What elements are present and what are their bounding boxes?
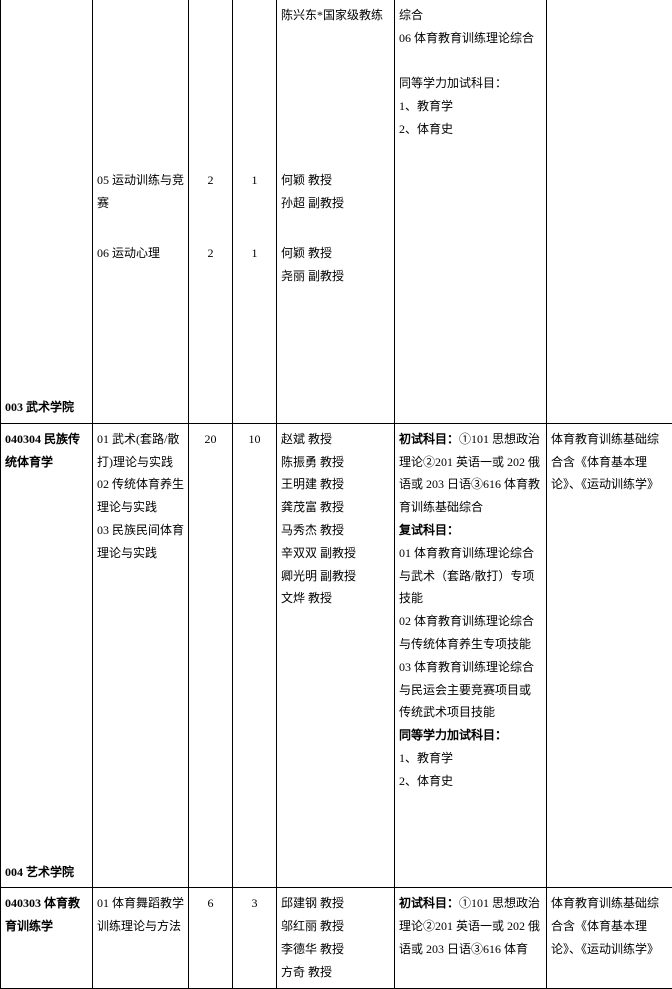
- cell-c4: 1: [233, 238, 277, 292]
- table-row: 06 运动心理21何颖 教授尧丽 副教授: [1, 238, 672, 292]
- cell-c7: [547, 392, 672, 423]
- cell-c3: 2: [189, 165, 233, 219]
- cell-c3: 6: [189, 888, 233, 988]
- cell-c3: [189, 0, 233, 145]
- spacer-row: [1, 797, 672, 857]
- cell-c6: 初试科目：①101 思想政治理论②201 英语一或 202 俄语或 203 日语…: [395, 423, 547, 796]
- cell-c4: 3: [233, 888, 277, 988]
- cell-c5: [277, 857, 395, 888]
- table-row: 05 运动训练与竞赛21何颖 教授孙超 副教授: [1, 165, 672, 219]
- cell-c4: 10: [233, 423, 277, 796]
- cell-c7: 体育教育训练基础综合含《体育基本理论》、《运动训练学》: [547, 423, 672, 796]
- cell-c4: [233, 392, 277, 423]
- cell-c3: [189, 857, 233, 888]
- spacer-row: [1, 292, 672, 352]
- cell-c6: [395, 392, 547, 423]
- cell-c2: [93, 0, 189, 145]
- cell-c1: 003 武术学院: [1, 392, 93, 423]
- cell-c7: [547, 0, 672, 145]
- cell-c6: 综合06 体育教育训练理论综合同等学力加试科目：1、教育学2、体育史: [395, 0, 547, 145]
- table-row: 陈兴东*国家级教练综合06 体育教育训练理论综合同等学力加试科目：1、教育学2、…: [1, 0, 672, 145]
- cell-c1: [1, 165, 93, 219]
- cell-c1: [1, 0, 93, 145]
- cell-c5: [277, 392, 395, 423]
- cell-c7: [547, 857, 672, 888]
- cell-c1: 040304 民族传统体育学: [1, 423, 93, 796]
- cell-c3: [189, 392, 233, 423]
- cell-c3: 2: [189, 238, 233, 292]
- spacer-row: [1, 218, 672, 238]
- cell-c1: [1, 238, 93, 292]
- cell-c2: 05 运动训练与竞赛: [93, 165, 189, 219]
- cell-c1: 004 艺术学院: [1, 857, 93, 888]
- cell-c5: 何颖 教授尧丽 副教授: [277, 238, 395, 292]
- cell-c4: 1: [233, 165, 277, 219]
- cell-c5: 何颖 教授孙超 副教授: [277, 165, 395, 219]
- cell-c7: 体育教育训练基础综合含《体育基本理论》、《运动训练学》: [547, 888, 672, 988]
- cell-c1: 040303 体育教育训练学: [1, 888, 93, 988]
- spacer-row: [1, 145, 672, 165]
- cell-c2: [93, 857, 189, 888]
- cell-c5: 邱建钢 教授邬红丽 教授李德华 教授方奇 教授: [277, 888, 395, 988]
- cell-c6: [395, 238, 547, 292]
- table-row: 040303 体育教育训练学01 体育舞蹈教学训练理论与方法63邱建钢 教授邬红…: [1, 888, 672, 988]
- cell-c7: [547, 165, 672, 219]
- table-row: 003 武术学院: [1, 392, 672, 423]
- table-row: 004 艺术学院: [1, 857, 672, 888]
- cell-c7: [547, 238, 672, 292]
- cell-c6: [395, 165, 547, 219]
- cell-c4: [233, 0, 277, 145]
- cell-c2: 06 运动心理: [93, 238, 189, 292]
- cell-c3: 20: [189, 423, 233, 796]
- cell-c2: [93, 392, 189, 423]
- table-row: 040304 民族传统体育学01 武术(套路/散打)理论与实践02 传统体育养生…: [1, 423, 672, 796]
- cell-c2: 01 武术(套路/散打)理论与实践02 传统体育养生理论与实践03 民族民间体育…: [93, 423, 189, 796]
- cell-c2: 01 体育舞蹈教学训练理论与方法: [93, 888, 189, 988]
- cell-c6: [395, 857, 547, 888]
- cell-c6: 初试科目：①101 思想政治理论②201 英语一或 202 俄语或 203 日语…: [395, 888, 547, 988]
- cell-c5: 陈兴东*国家级教练: [277, 0, 395, 145]
- catalog-table: 陈兴东*国家级教练综合06 体育教育训练理论综合同等学力加试科目：1、教育学2、…: [0, 0, 672, 989]
- spacer-row: [1, 352, 672, 392]
- cell-c5: 赵斌 教授陈振勇 教授王明建 教授龚茂富 教授马秀杰 教授辛双双 副教授卿光明 …: [277, 423, 395, 796]
- cell-c4: [233, 857, 277, 888]
